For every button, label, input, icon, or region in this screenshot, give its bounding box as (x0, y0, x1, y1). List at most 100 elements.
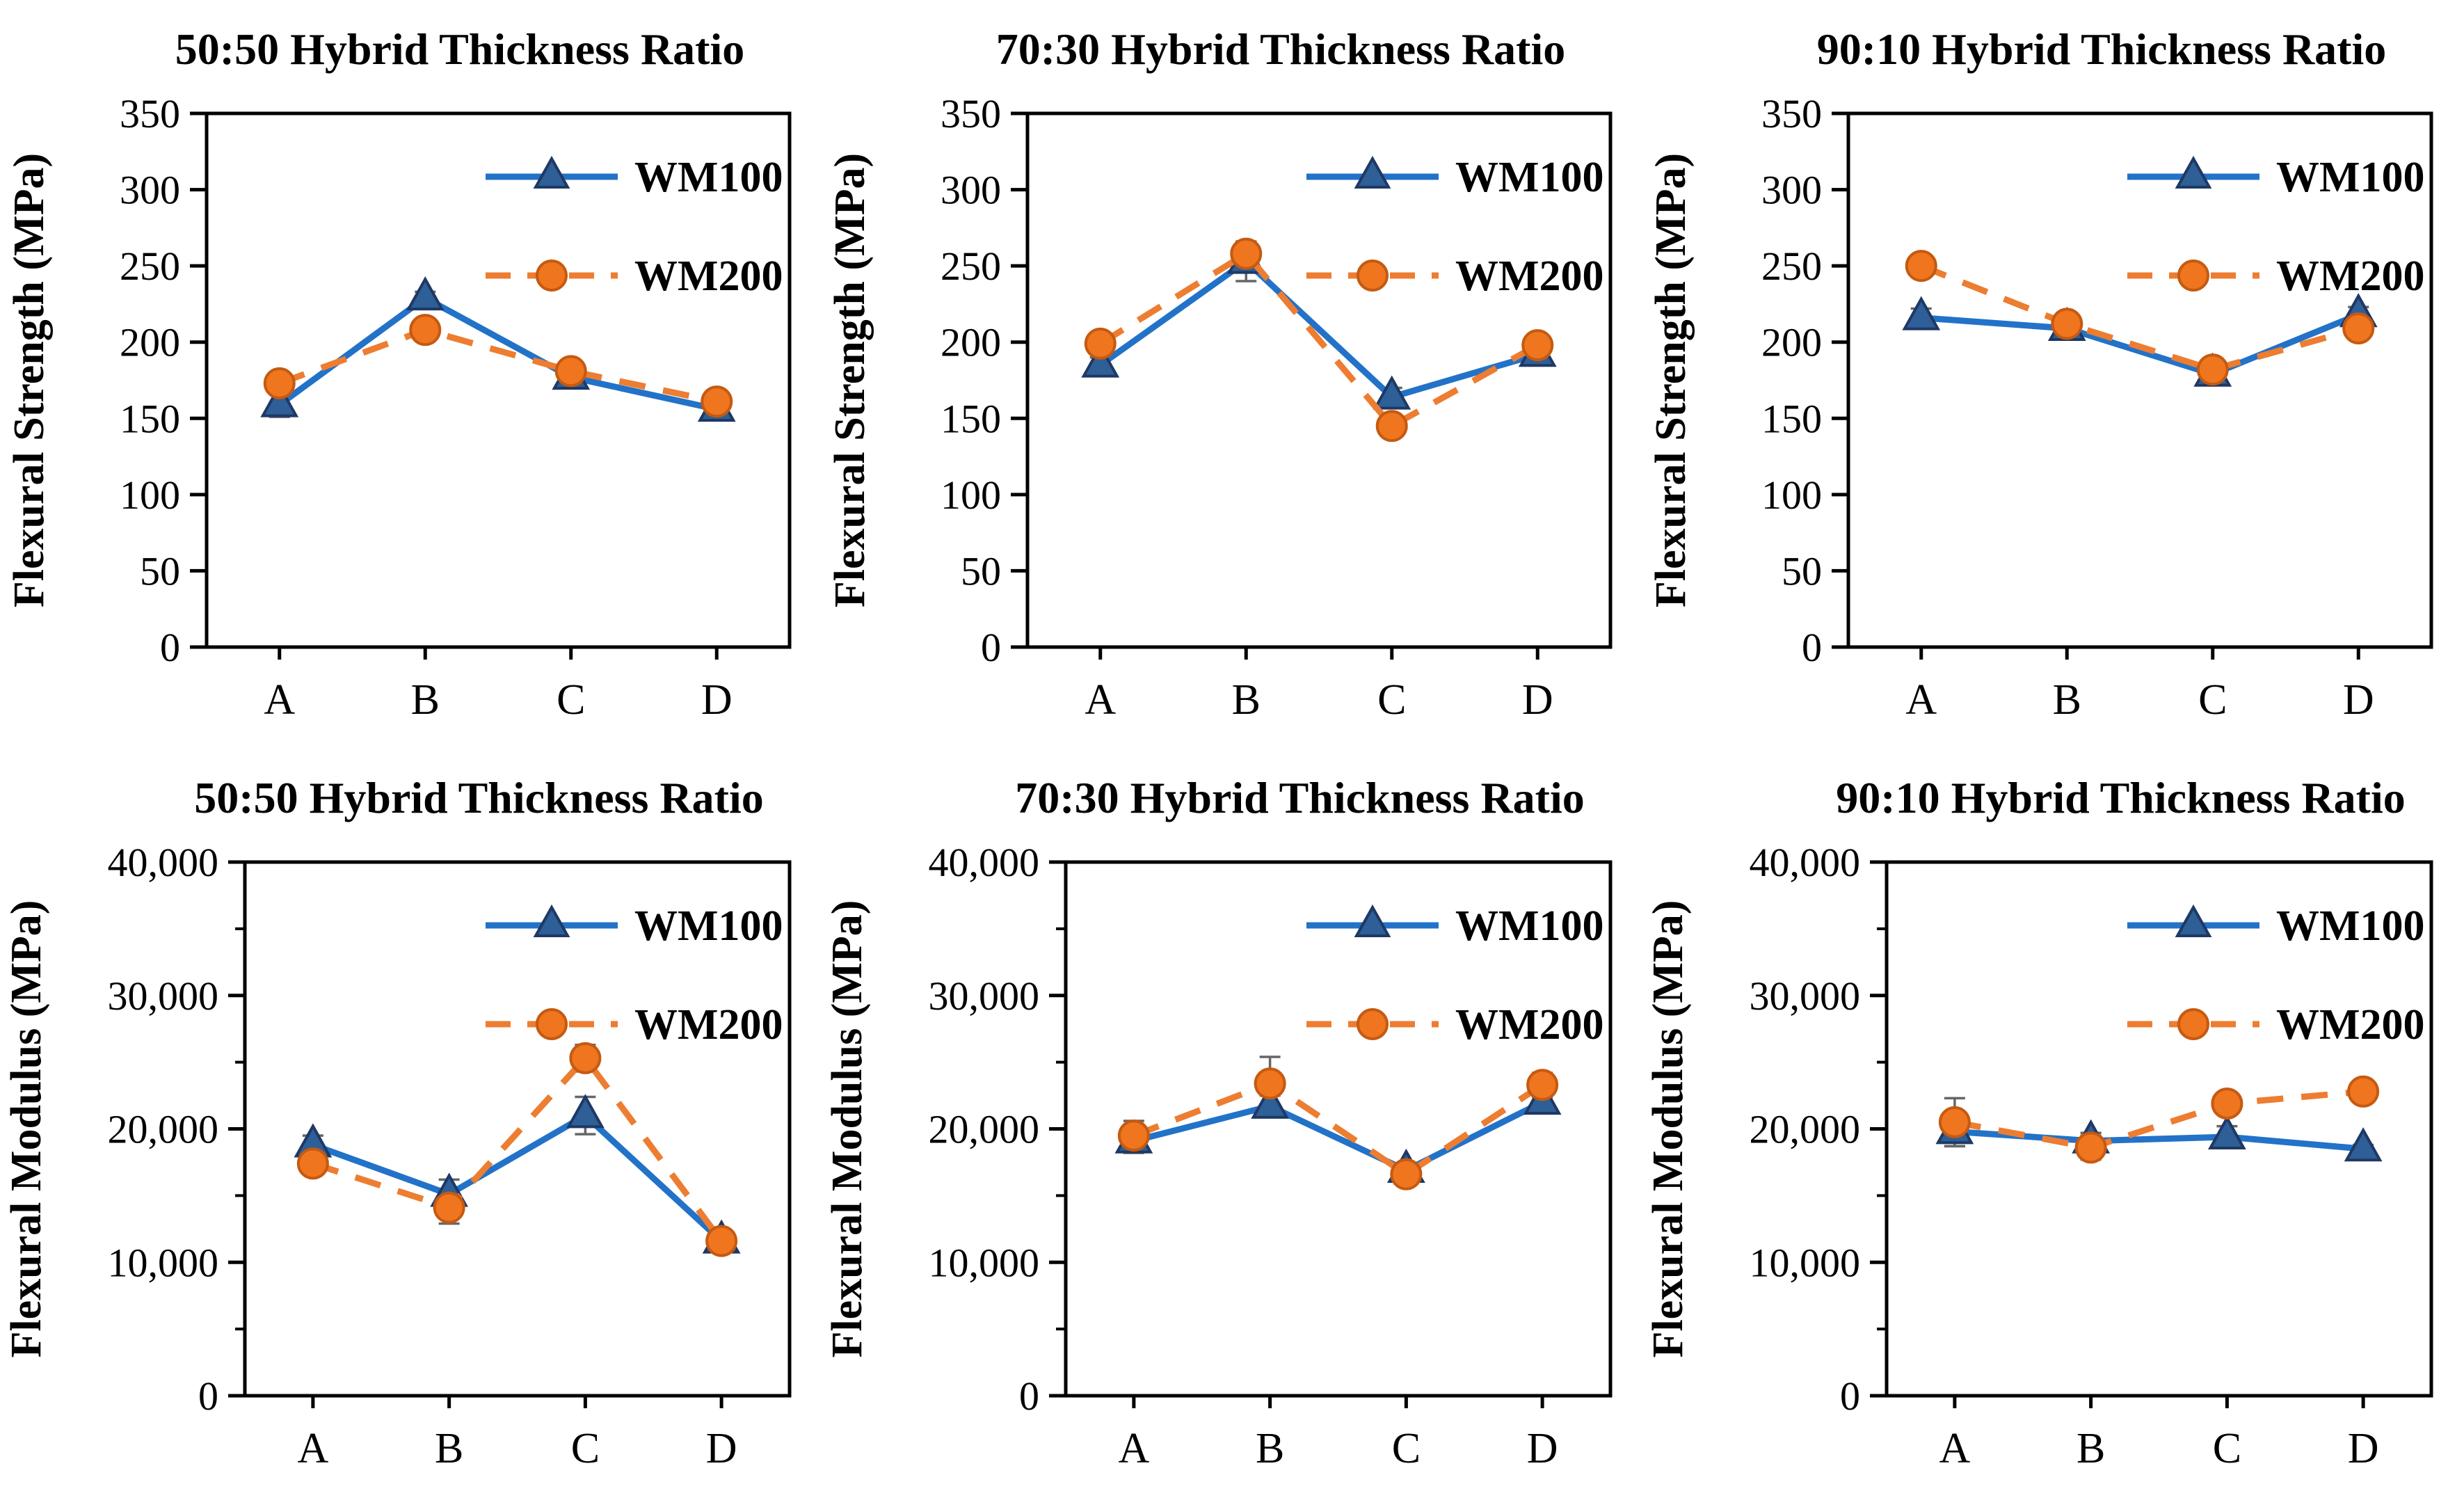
triangle-marker (406, 276, 445, 311)
circle-marker (1084, 327, 1117, 360)
y-tick-label: 300 (120, 168, 180, 213)
y-axis-label: Flexural Strength (MPa) (6, 153, 53, 607)
circle-marker (1526, 1069, 1559, 1101)
y-tick-label: 20,000 (108, 1107, 219, 1152)
triangle-marker (2207, 1115, 2246, 1150)
y-tick-label: 100 (120, 472, 180, 518)
y-tick-label: 0 (981, 625, 1001, 670)
y-tick-label: 0 (1840, 1373, 1860, 1419)
y-tick-label: 200 (1761, 320, 1822, 365)
chart-svg-strength-90-10: 90:10 Hybrid Thickness Ratio Flexural Str… (1647, 24, 2433, 724)
legend-label: WM100 (634, 154, 783, 201)
triangle-marker (1251, 1084, 1290, 1119)
x-tick-label: C (557, 676, 585, 724)
legend-circle-marker (1357, 1008, 1389, 1040)
triangle-marker (260, 383, 299, 417)
y-tick-label: 10,000 (929, 1240, 1040, 1285)
series-wm200-line (1920, 262, 2360, 373)
y-tick-label: 10,000 (1750, 1240, 1861, 1285)
legend-label: WM100 (1455, 902, 1604, 950)
chart-modulus-50-50: 50:50 Hybrid Thickness Ratio Flexural Mod… (0, 749, 821, 1497)
chart-svg-strength-70-30: 70:30 Hybrid Thickness Ratio Flexural Str… (826, 24, 1613, 724)
legend-label: WM200 (2276, 253, 2425, 300)
y-axis-label: Flexural Modulus (MPa) (3, 900, 50, 1358)
circle-marker (705, 1225, 738, 1257)
legend-label: WM100 (1455, 154, 1604, 201)
y-tick-label: 250 (120, 244, 180, 289)
x-tick-label: B (1232, 676, 1261, 724)
legend-label: WM100 (634, 902, 783, 950)
x-tick-label: D (1527, 1425, 1558, 1472)
legend-label: WM200 (634, 1001, 783, 1049)
circle-marker (1375, 410, 1408, 443)
circle-marker (1117, 1119, 1150, 1152)
chart-modulus-90-10: 90:10 Hybrid Thickness Ratio Flexural Mod… (1642, 749, 2463, 1497)
x-tick-label: D (701, 676, 733, 724)
x-tick-label: B (2053, 676, 2081, 724)
y-tick-label: 100 (941, 472, 1001, 518)
series-wm100-line (312, 1111, 724, 1243)
chart-modulus-70-30: 70:30 Hybrid Thickness Ratio Flexural Mod… (821, 749, 1642, 1497)
y-tick-label: 40,000 (108, 840, 219, 885)
y-tick-label: 0 (198, 1373, 218, 1419)
legend-triangle-marker (533, 904, 570, 937)
y-tick-label: 30,000 (1750, 973, 1861, 1019)
circle-marker (2074, 1131, 2107, 1164)
x-tick-label: A (1905, 676, 1937, 724)
series-wm200-line (1098, 249, 1539, 430)
circle-marker (1521, 329, 1554, 362)
x-tick-label: A (1085, 676, 1116, 724)
x-tick-label: A (1118, 1425, 1149, 1472)
y-axis-label: Flexural Modulus (MPa) (824, 900, 871, 1358)
series-wm200-line (312, 1053, 724, 1243)
x-tick-label: C (1377, 676, 1406, 724)
triangle-marker (1902, 296, 1941, 330)
y-axis-label: Flexural Strength (MPa) (1647, 153, 1695, 607)
y-tick-label: 30,000 (108, 973, 219, 1019)
series-wm100-line (1921, 312, 2360, 378)
legend-label: WM100 (2276, 154, 2425, 201)
y-tick-label: 20,000 (929, 1107, 1040, 1152)
circle-marker (1230, 237, 1263, 270)
legend-label: WM200 (2276, 1001, 2425, 1049)
chart-strength-50-50: 50:50 Hybrid Thickness Ratio Flexural Str… (0, 0, 821, 749)
circle-marker (1254, 1067, 1286, 1100)
x-tick-label: B (411, 676, 440, 724)
circle-marker (296, 1147, 329, 1180)
y-tick-label: 100 (1761, 472, 1822, 518)
y-tick-label: 0 (1019, 1373, 1039, 1419)
x-tick-label: B (1256, 1425, 1284, 1472)
series-wm100-line (278, 294, 718, 413)
y-tick-label: 350 (941, 91, 1001, 136)
plot-border (205, 111, 792, 649)
chart-svg-modulus-70-30: 70:30 Hybrid Thickness Ratio Flexural Mod… (824, 773, 1613, 1472)
legend-circle-marker (536, 1008, 568, 1040)
x-tick-label: C (2213, 1425, 2241, 1472)
circle-marker (1905, 250, 1937, 282)
y-tick-label: 40,000 (1750, 840, 1861, 885)
chart-title: 90:10 Hybrid Thickness Ratio (1817, 24, 2387, 74)
x-tick-label: D (1522, 676, 1553, 724)
y-tick-label: 350 (120, 91, 180, 136)
y-tick-label: 150 (1761, 396, 1822, 441)
y-tick-label: 0 (160, 625, 180, 670)
y-tick-label: 0 (1802, 625, 1822, 670)
circle-marker (569, 1042, 602, 1074)
series-wm200-line (278, 326, 718, 405)
y-tick-label: 250 (941, 244, 1001, 289)
y-tick-label: 300 (1761, 168, 1822, 213)
legend-label: WM200 (1455, 253, 1604, 300)
triangle-marker (566, 1094, 605, 1129)
legend-triangle-marker (1354, 904, 1391, 937)
x-tick-label: D (2343, 676, 2374, 724)
plot-border (1025, 111, 1613, 649)
legend-circle-marker (2177, 1008, 2209, 1040)
legend-label: WM200 (634, 253, 783, 300)
x-tick-label: A (297, 1425, 328, 1472)
circle-marker (554, 355, 587, 388)
circle-marker (1390, 1158, 1423, 1190)
y-tick-label: 200 (941, 320, 1001, 365)
chart-strength-90-10: 90:10 Hybrid Thickness Ratio Flexural Str… (1642, 0, 2463, 749)
chart-svg-modulus-50-50: 50:50 Hybrid Thickness Ratio Flexural Mod… (3, 773, 792, 1472)
chart-title: 50:50 Hybrid Thickness Ratio (194, 773, 764, 822)
